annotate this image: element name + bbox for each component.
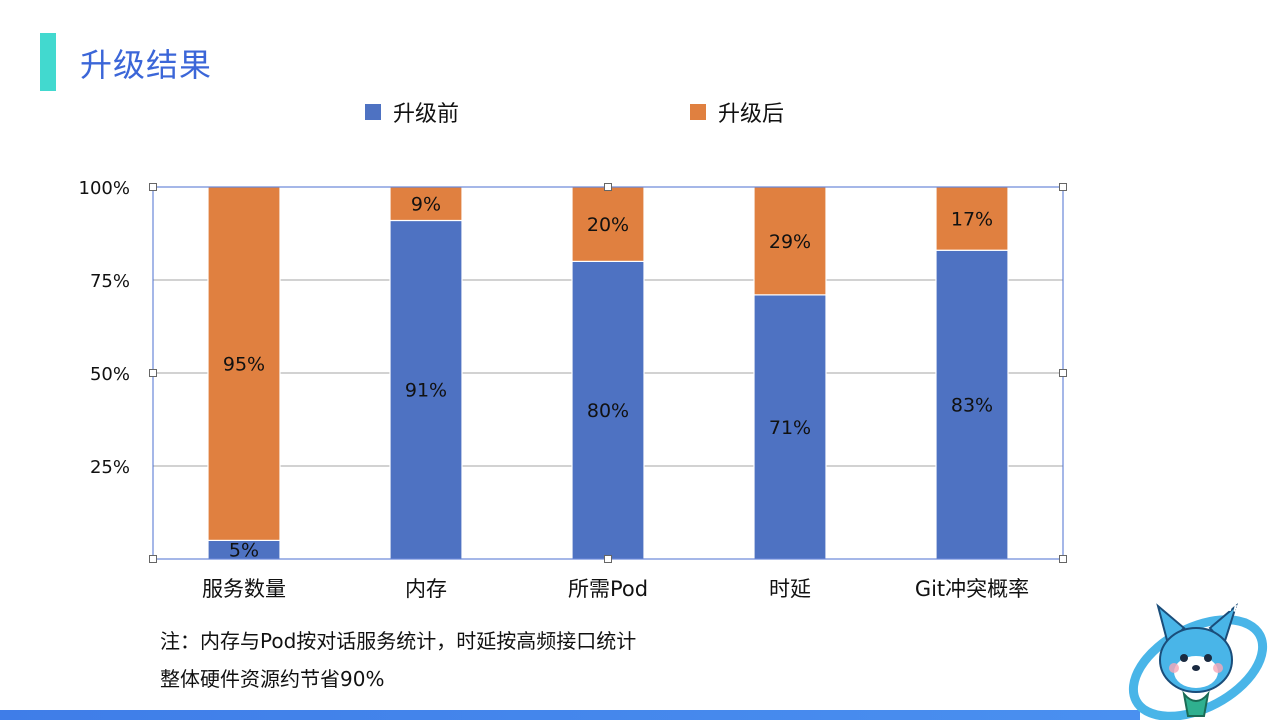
x-tick-label: 时延	[769, 577, 811, 601]
y-tick-label: 100%	[79, 178, 130, 199]
legend-label: 升级前	[393, 102, 459, 127]
resize-handle	[1059, 183, 1067, 191]
y-tick-label: 50%	[90, 364, 130, 385]
resize-handle	[604, 555, 612, 563]
footnote-line-1: 注：内存与Pod按对话服务统计，时延按高频接口统计	[160, 629, 637, 653]
bar-segment	[389, 219, 463, 560]
data-label: 29%	[769, 231, 811, 253]
legend-swatch	[690, 104, 706, 120]
data-label: 95%	[223, 354, 265, 376]
x-tick-label: 所需Pod	[568, 577, 648, 601]
x-tick-label: 服务数量	[202, 577, 286, 601]
footnote-line-2: 整体硬件资源约节省90%	[160, 667, 385, 691]
bar-segment	[389, 186, 463, 222]
x-tick-label: Git冲突概率	[915, 577, 1029, 601]
resize-handle	[1059, 369, 1067, 377]
bar-segment	[571, 186, 645, 263]
bar-segment	[753, 294, 827, 560]
resize-handle	[149, 555, 157, 563]
bottom-band	[0, 710, 1140, 720]
data-label: 83%	[951, 395, 993, 417]
data-label: 71%	[769, 417, 811, 439]
data-label: 9%	[411, 194, 441, 216]
bar-segment	[935, 186, 1009, 251]
bar-segment	[571, 260, 645, 560]
resize-handle	[604, 183, 612, 191]
resize-handle	[1059, 555, 1067, 563]
x-tick-label: 内存	[405, 577, 447, 601]
mascot-dog-icon: CLOUDWEGO	[1128, 603, 1268, 720]
data-label: 91%	[405, 380, 447, 402]
data-label: 80%	[587, 400, 629, 422]
y-tick-label: 25%	[90, 457, 130, 478]
data-label: 5%	[229, 540, 259, 562]
y-tick-label: 75%	[90, 271, 130, 292]
legend-label: 升级后	[718, 102, 784, 127]
resize-handle	[149, 369, 157, 377]
resize-handle	[149, 183, 157, 191]
legend-swatch	[365, 104, 381, 120]
data-label: 17%	[951, 209, 993, 231]
bar-segment	[753, 186, 827, 296]
slide-title: 升级结果	[80, 46, 213, 84]
bar-segment	[207, 186, 281, 541]
title-accent-bar	[40, 33, 56, 91]
data-label: 20%	[587, 214, 629, 236]
